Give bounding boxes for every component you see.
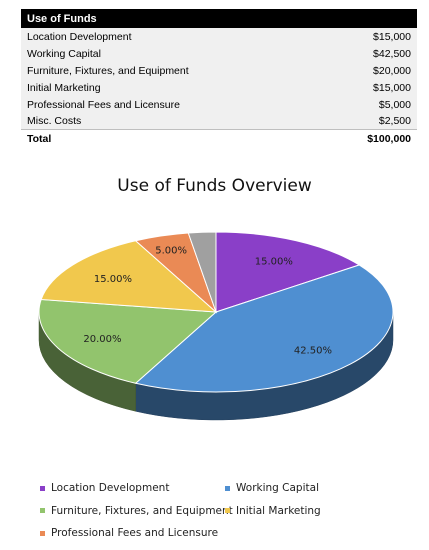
pie-slice [134, 264, 394, 393]
table-row: Initial Marketing $15,000 [21, 79, 417, 96]
legend-item: Working Capital [225, 482, 319, 494]
row-label: Professional Fees and Licensure [27, 98, 180, 111]
legend-swatch [40, 530, 45, 536]
legend-item: Professional Fees and Licensure [40, 527, 218, 539]
row-value: $42,500 [373, 47, 411, 60]
pie-slice [187, 231, 217, 313]
table-row: Working Capital $42,500 [21, 45, 417, 62]
legend-swatch [40, 485, 45, 491]
legend-label: Working Capital [236, 482, 319, 494]
pie-data-label: 5.00% [155, 246, 187, 257]
row-value: $15,000 [373, 81, 411, 94]
legend-label: Initial Marketing [236, 504, 321, 517]
pie-slice [38, 298, 218, 384]
table-row: Professional Fees and Licensure $5,000 [21, 96, 417, 113]
row-value: $15,000 [373, 30, 411, 43]
legend-label: Professional Fees and Licensure [51, 527, 219, 539]
row-value: $2,500 [378, 115, 411, 127]
legend-swatch [225, 508, 230, 513]
pie-top-group [38, 231, 394, 393]
legend-item: Initial Marketing [225, 505, 321, 517]
row-value: $20,000 [373, 64, 411, 77]
row-label: Initial Marketing [27, 81, 101, 94]
legend-item: Furniture, Fixtures, and Equipment [40, 505, 233, 517]
legend-swatch [40, 508, 45, 513]
row-label: Location Development [27, 30, 132, 43]
use-of-funds-table: Use of Funds Location Development $15,00… [21, 9, 417, 147]
table-row: Furniture, Fixtures, and Equipment $20,0… [21, 62, 417, 79]
table-header: Use of Funds [21, 9, 417, 28]
pie-data-label: 42.50% [294, 345, 332, 356]
legend-item: Location Development [40, 482, 169, 494]
table-row: Misc. Costs $2,500 [21, 113, 417, 130]
legend-swatch [225, 485, 230, 491]
row-label: Working Capital [27, 47, 101, 60]
table-total-row: Total $100,000 [21, 130, 417, 147]
table-row: Location Development $15,000 [21, 28, 417, 45]
pie-data-label: 15.00% [255, 257, 293, 268]
total-label: Total [27, 132, 52, 145]
row-value: $5,000 [378, 98, 411, 111]
row-label: Furniture, Fixtures, and Equipment [27, 64, 189, 77]
legend-label: Location Development [51, 482, 170, 494]
pie-slice [215, 231, 361, 313]
legend-label: Furniture, Fixtures, and Equipment [51, 504, 233, 517]
pie-data-label: 20.00% [83, 334, 121, 345]
pie-slice [40, 240, 218, 313]
chart-title: Use of Funds Overview [117, 176, 312, 196]
pie-data-label: 15.00% [94, 274, 132, 285]
total-value: $100,000 [367, 132, 411, 145]
row-label: Misc. Costs [27, 115, 82, 127]
